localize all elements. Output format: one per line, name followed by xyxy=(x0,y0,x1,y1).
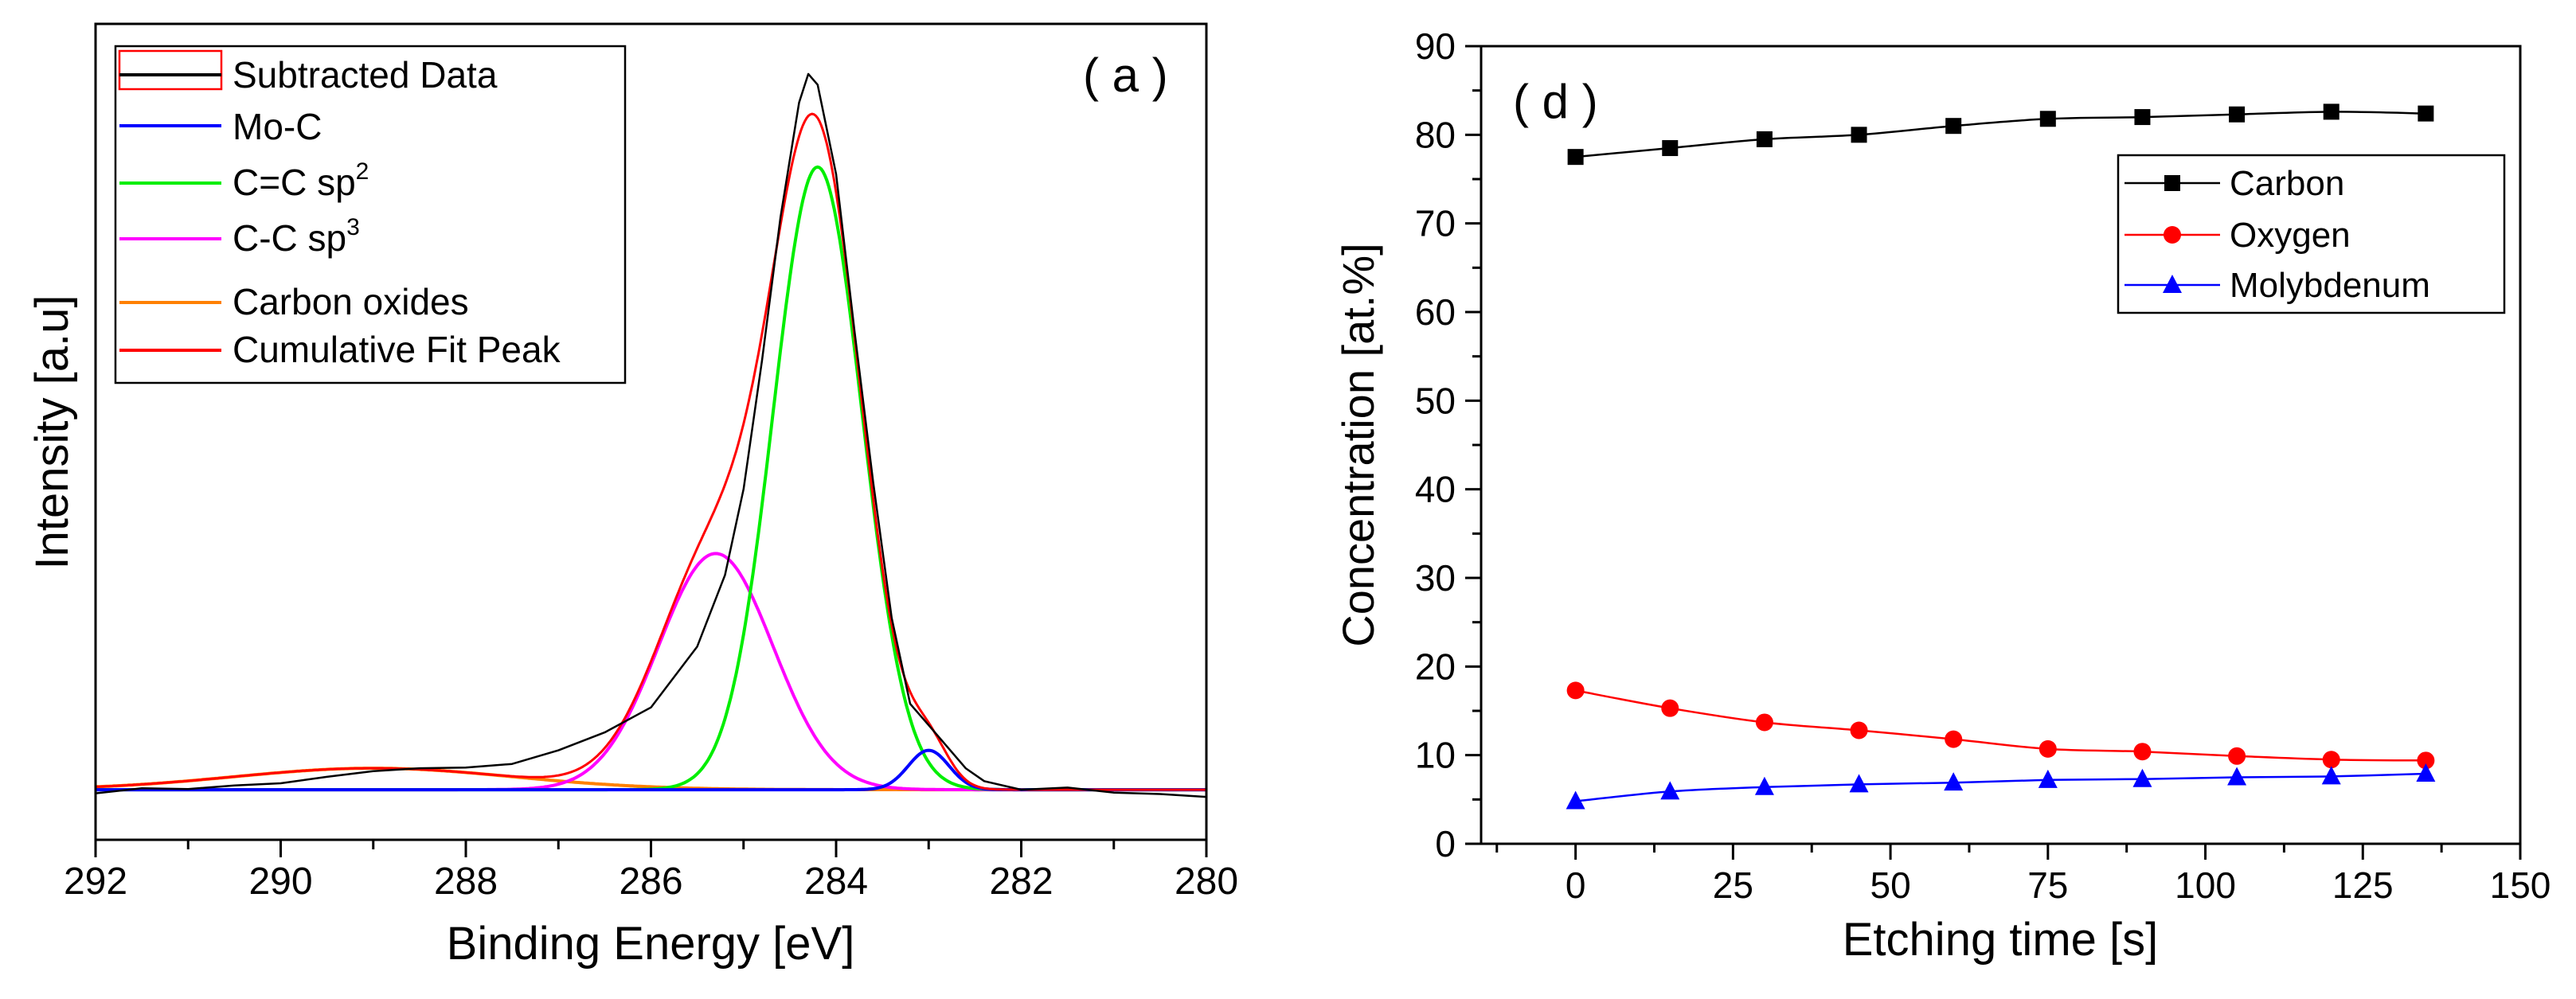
y-axis-label: Concentration [at.%] xyxy=(1333,243,1383,646)
legend-box xyxy=(114,45,627,384)
legend-swatch-marker xyxy=(2163,275,2182,293)
x-tick-label: 50 xyxy=(1870,864,1911,906)
molybdenum-line xyxy=(1575,772,2426,802)
y-tick-label: 0 xyxy=(1435,823,1456,864)
molybdenum-point xyxy=(1754,776,1774,795)
legend-label-oxygen: Oxygen xyxy=(2230,216,2351,255)
legend: Subtracted Data Mo-C C=C sp2 C-C sp3 Car… xyxy=(114,45,627,384)
x-tick-label: 100 xyxy=(2175,864,2236,906)
x-tick-label: 125 xyxy=(2332,864,2394,906)
x-axis-label: Binding Energy [eV] xyxy=(447,918,855,970)
legend-label-mo-c: Mo-C xyxy=(233,106,322,147)
x-tick-label: 282 xyxy=(989,860,1053,903)
carbon-point xyxy=(1756,131,1773,147)
y-tick-label: 50 xyxy=(1415,380,1456,421)
composition-chart: 0 25 50 75 100 125 150 0 10 20 30 40 50 60 70 80 90 ( d … xyxy=(1333,25,2551,966)
oxygen-point xyxy=(1566,681,1585,700)
oxygen-point xyxy=(2417,751,2435,770)
legend-label-sp3-superscript: 3 xyxy=(346,214,360,240)
y-tick-label: 60 xyxy=(1415,291,1456,333)
legend-label-sp3-text: C-C sp xyxy=(233,217,346,259)
y-tick-label: 70 xyxy=(1415,203,1456,244)
oxygen-point xyxy=(1755,713,1773,732)
carbon-point xyxy=(1851,127,1867,143)
carbon-point xyxy=(1945,118,1962,135)
legend: Carbon Oxygen Molybdenum xyxy=(2117,154,2506,314)
carbon-point xyxy=(2418,105,2434,122)
carbon-point xyxy=(1662,140,1679,157)
x-axis-label: Etching time [s] xyxy=(1843,914,2158,966)
oxygen-point xyxy=(1850,721,1868,739)
x-tick-label: 292 xyxy=(64,860,127,903)
molybdenum-point xyxy=(2321,766,2341,785)
y-tick-label: 90 xyxy=(1415,25,1456,67)
legend-label-subtracted-data: Subtracted Data xyxy=(233,54,498,96)
xps-spectrum-chart: 292 290 288 286 284 282 280 ( a ) Subtracted D… xyxy=(26,22,1238,970)
plot-frame xyxy=(94,22,1208,841)
molybdenum-point xyxy=(2227,767,2247,786)
x-tick-label: 25 xyxy=(1713,864,1753,906)
subtracted-data-curve xyxy=(95,72,1207,798)
x-axis-ticks: 292 290 288 286 284 282 280 xyxy=(64,840,1238,903)
oxygen-point xyxy=(2322,751,2340,769)
legend-label-carbon-oxides: Carbon oxides xyxy=(233,281,469,322)
x-tick-label: 150 xyxy=(2490,864,2551,906)
legend-label-molybdenum: Molybdenum xyxy=(2230,266,2430,305)
plot-frame xyxy=(1480,45,2522,845)
x-tick-label: 0 xyxy=(1566,864,1586,906)
oxygen-point xyxy=(2228,747,2246,765)
axis-ticks: 0 25 50 75 100 125 150 0 10 20 30 40 50 60 70 80 90 xyxy=(1415,25,2551,906)
legend-swatch-box xyxy=(118,49,223,91)
oxygen-point xyxy=(2133,743,2152,761)
carbon-point xyxy=(2039,111,2056,127)
x-tick-label: 288 xyxy=(434,860,498,903)
legend-swatch-marker xyxy=(2164,226,2181,244)
molybdenum-point xyxy=(2416,763,2436,782)
legend-label-sp2: C=C sp2 xyxy=(233,158,369,203)
carbon-point xyxy=(2323,103,2340,120)
y-tick-label: 20 xyxy=(1415,646,1456,687)
carbon-line xyxy=(1575,111,2426,158)
panel-label: ( a ) xyxy=(1083,49,1168,102)
spectrum-curves xyxy=(95,72,1207,798)
y-tick-label: 10 xyxy=(1415,735,1456,776)
y-tick-label: 30 xyxy=(1415,557,1456,599)
panel-label: ( d ) xyxy=(1513,75,1598,128)
x-tick-label: 280 xyxy=(1175,860,1238,903)
carbon-point xyxy=(2134,109,2151,126)
x-tick-label: 286 xyxy=(619,860,682,903)
molybdenum-point xyxy=(2038,769,2058,788)
oxygen-point xyxy=(1945,730,1963,748)
c-c-sp3-curve xyxy=(96,552,1206,792)
oxygen-point xyxy=(2039,739,2057,758)
x-tick-label: 290 xyxy=(248,860,312,903)
x-tick-label: 75 xyxy=(2027,864,2068,906)
legend-swatch-marker xyxy=(2164,175,2180,191)
oxygen-line xyxy=(1575,689,2426,762)
y-tick-label: 80 xyxy=(1415,114,1456,155)
molybdenum-point xyxy=(2132,768,2152,787)
oxygen-point xyxy=(1661,699,1679,717)
legend-label-sp2-superscript: 2 xyxy=(356,158,369,185)
molybdenum-point xyxy=(1566,790,1585,810)
carbon-point xyxy=(1567,149,1584,166)
legend-label-cumulative-fit: Cumulative Fit Peak xyxy=(233,329,561,370)
y-axis-label: Intensity [a.u] xyxy=(26,295,78,570)
y-tick-label: 40 xyxy=(1415,469,1456,510)
composition-series xyxy=(1566,103,2436,810)
legend-label-carbon: Carbon xyxy=(2230,164,2344,203)
molybdenum-point xyxy=(1660,781,1680,800)
legend-label-sp3: C-C sp3 xyxy=(233,214,360,259)
legend-swatches xyxy=(118,49,223,352)
molybdenum-point xyxy=(1849,774,1869,793)
x-tick-label: 284 xyxy=(804,860,868,903)
molybdenum-point xyxy=(1944,772,1964,791)
legend-swatches xyxy=(2125,175,2220,293)
carbon-point xyxy=(2229,106,2246,123)
carbon-oxides-curve xyxy=(95,767,1206,792)
legend-label-sp2-text: C=C sp xyxy=(233,162,356,203)
